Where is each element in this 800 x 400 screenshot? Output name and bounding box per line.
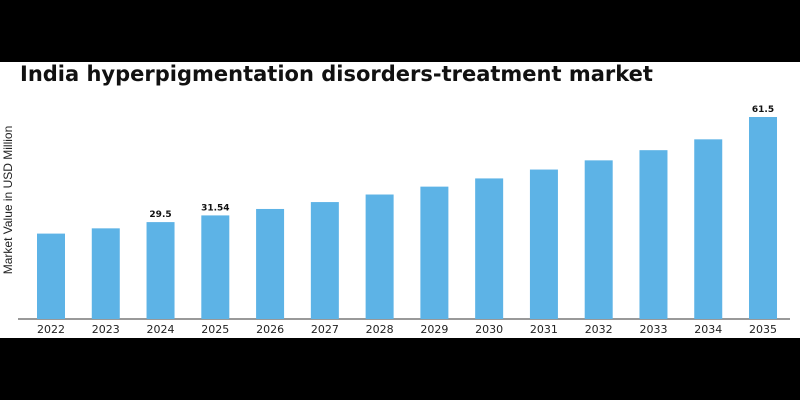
data-label-2025: 31.54 bbox=[201, 203, 229, 213]
bar-2026 bbox=[256, 208, 285, 319]
bar-2023 bbox=[91, 228, 120, 319]
bar-2031 bbox=[529, 169, 558, 319]
x-tick-label-2025: 2025 bbox=[201, 323, 229, 336]
x-tick-label-2026: 2026 bbox=[256, 323, 284, 336]
bar-2028 bbox=[365, 194, 394, 319]
x-tick-label-2034: 2034 bbox=[694, 323, 722, 336]
bar-2030 bbox=[475, 178, 504, 319]
data-label-2024: 29.5 bbox=[149, 210, 171, 220]
bar-2033 bbox=[639, 150, 668, 319]
x-tick-label-2031: 2031 bbox=[530, 323, 558, 336]
x-tick-label-2029: 2029 bbox=[420, 323, 448, 336]
bar-2029 bbox=[420, 186, 449, 319]
bar-2032 bbox=[584, 160, 613, 319]
x-tick-label-2035: 2035 bbox=[749, 323, 777, 336]
bar-2027 bbox=[310, 202, 339, 319]
bar-2024 bbox=[146, 222, 175, 319]
chart-title: India hyperpigmentation disorders-treatm… bbox=[20, 62, 653, 86]
x-tick-label-2028: 2028 bbox=[366, 323, 394, 336]
x-tick-label-2027: 2027 bbox=[311, 323, 339, 336]
x-tick-label-2024: 2024 bbox=[147, 323, 175, 336]
bar-2022 bbox=[37, 233, 65, 319]
x-tick-label-2030: 2030 bbox=[475, 323, 503, 336]
x-tick-label-2032: 2032 bbox=[585, 323, 613, 336]
x-tick-label-2022: 2022 bbox=[37, 323, 65, 336]
x-tick-label-2033: 2033 bbox=[639, 323, 667, 336]
bar-2025 bbox=[201, 215, 230, 319]
bar-2035 bbox=[749, 117, 778, 319]
bar-2034 bbox=[694, 139, 723, 319]
x-tick-label-2023: 2023 bbox=[92, 323, 120, 336]
data-label-2035: 61.5 bbox=[752, 105, 774, 115]
